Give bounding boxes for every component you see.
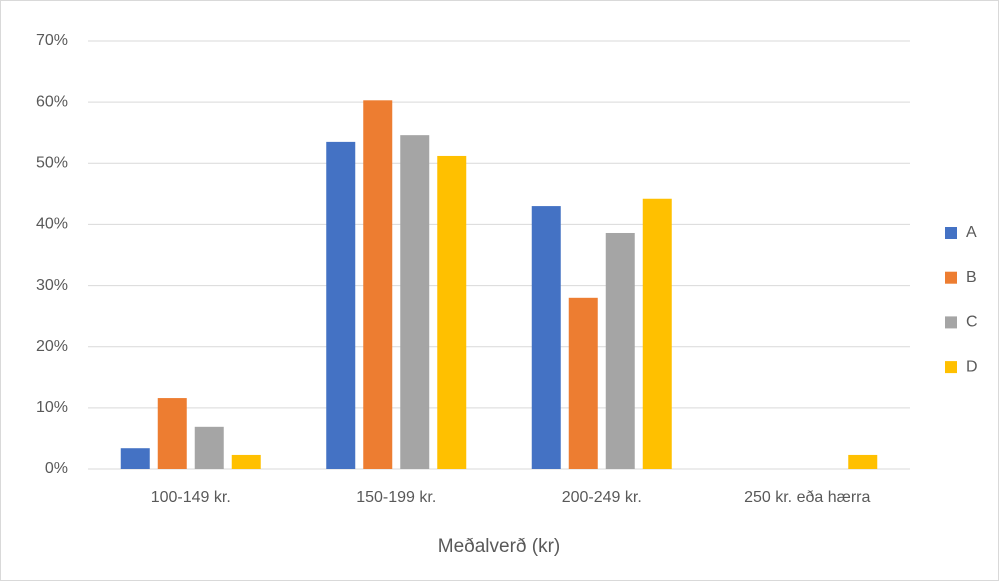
bar xyxy=(531,206,561,470)
x-axis-title: Meðalverð (kr) xyxy=(438,536,560,557)
y-tick-label: 30% xyxy=(36,277,68,294)
bar xyxy=(642,198,672,469)
legend-label: B xyxy=(966,269,977,286)
y-tick-label: 70% xyxy=(36,32,68,49)
y-tick-label: 50% xyxy=(36,155,68,172)
bar xyxy=(231,454,261,469)
bar xyxy=(157,398,187,469)
bar xyxy=(120,448,150,469)
legend-swatch xyxy=(945,361,957,374)
y-tick-label: 40% xyxy=(36,216,68,233)
y-tick-label: 10% xyxy=(36,399,68,416)
x-tick-label: 100-149 kr. xyxy=(151,489,231,506)
bar xyxy=(326,141,356,469)
legend-label: D xyxy=(966,358,978,375)
x-tick-label: 250 kr. eða hærra xyxy=(744,489,870,506)
legend-swatch xyxy=(945,316,957,329)
bar xyxy=(605,232,635,469)
y-tick-label: 0% xyxy=(45,460,68,477)
legend-label: A xyxy=(966,224,977,241)
legend-swatch xyxy=(945,271,957,284)
bar xyxy=(194,426,224,469)
bar xyxy=(848,454,878,469)
x-tick-label: 150-199 kr. xyxy=(356,489,436,506)
bar xyxy=(363,100,393,470)
x-tick-label: 200-249 kr. xyxy=(562,489,642,506)
bar xyxy=(437,155,467,469)
legend-label: C xyxy=(966,314,978,331)
y-tick-label: 20% xyxy=(36,338,68,355)
legend-swatch xyxy=(945,227,957,239)
y-tick-label: 60% xyxy=(36,93,68,110)
bar xyxy=(568,297,598,469)
bar xyxy=(400,135,430,469)
